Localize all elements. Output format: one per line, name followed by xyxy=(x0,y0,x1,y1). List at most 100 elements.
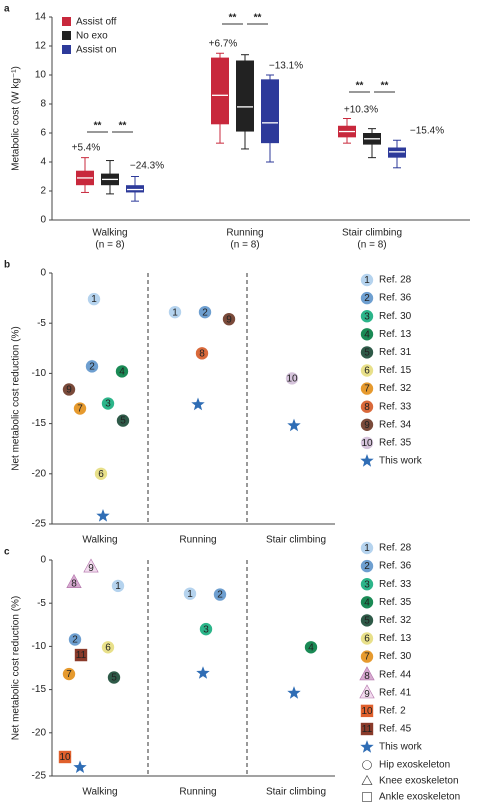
marker xyxy=(222,312,236,326)
legend-label: Ref. 41 xyxy=(379,687,412,698)
y-tick-label: 8 xyxy=(40,99,46,110)
marker-label: 11 xyxy=(76,650,87,661)
marker xyxy=(85,359,99,374)
legend-label: Ref. 33 xyxy=(379,401,412,412)
x-tick-label: Walking xyxy=(92,228,127,239)
legend-swatch xyxy=(360,327,374,342)
y-axis-label: Net metabolic cost reduction (%) xyxy=(11,326,22,471)
marker-label: 4 xyxy=(119,367,125,378)
y-tick-label: -25 xyxy=(32,771,47,782)
legend-label: Ref. 30 xyxy=(379,311,412,322)
marker-label: 4 xyxy=(308,642,314,653)
legend-swatch xyxy=(360,740,374,753)
legend-label: Ref. 33 xyxy=(379,579,412,590)
legend-swatch xyxy=(360,577,374,592)
marker-label: 1 xyxy=(187,589,193,600)
marker xyxy=(87,292,101,306)
y-tick-label: 10 xyxy=(35,70,47,81)
legend-swatch-label: 2 xyxy=(364,561,370,572)
legend-swatch-label: 10 xyxy=(361,438,373,449)
legend-label: Ref. 35 xyxy=(379,597,412,608)
x-tick-label: Stair climbing xyxy=(266,535,326,546)
legend-swatch-label: 4 xyxy=(364,329,370,340)
legend-label: Ref. 2 xyxy=(379,706,406,717)
marker xyxy=(116,413,130,428)
x-tick-label: Stair climbing xyxy=(342,228,402,239)
marker xyxy=(199,622,213,636)
category-note: (n = 8) xyxy=(230,240,259,251)
legend-label: Assist on xyxy=(76,45,117,56)
marker xyxy=(73,760,87,773)
marker-label: 6 xyxy=(98,469,104,480)
marker xyxy=(62,382,76,397)
marker-label: 6 xyxy=(105,642,111,653)
marker xyxy=(168,305,182,319)
panel-letter: a xyxy=(4,4,10,15)
y-axis-label: Net metabolic cost reduction (%) xyxy=(11,596,22,741)
x-tick-label: Running xyxy=(179,535,216,546)
significance: ** xyxy=(356,81,364,92)
legend-swatch-label: 4 xyxy=(364,597,370,608)
marker-label: 2 xyxy=(72,635,78,646)
y-tick-label: 0 xyxy=(40,555,46,566)
marker xyxy=(304,640,318,655)
marker xyxy=(96,509,110,522)
x-tick-label: Walking xyxy=(82,535,117,546)
marker-label: 3 xyxy=(105,399,111,410)
legend-swatch-label: 1 xyxy=(364,275,370,286)
marker xyxy=(66,574,82,588)
y-tick-label: -20 xyxy=(32,727,47,738)
marker xyxy=(285,371,299,386)
legend-swatch xyxy=(62,17,71,26)
x-tick-label: Walking xyxy=(82,787,117,798)
marker-label: 5 xyxy=(120,416,126,427)
legend-label: This work xyxy=(379,742,423,753)
box xyxy=(388,147,406,158)
legend-swatch xyxy=(360,649,374,664)
y-tick-label: -5 xyxy=(37,598,46,609)
legend-swatch xyxy=(360,541,374,555)
legend-label: Ref. 45 xyxy=(379,724,412,735)
marker-label: 9 xyxy=(88,563,94,574)
marker-label: 1 xyxy=(115,581,121,592)
legend-swatch-label: 8 xyxy=(364,402,370,413)
legend-label: Ref. 35 xyxy=(379,438,412,449)
shape-legend-swatch xyxy=(361,774,373,785)
legend-swatch xyxy=(360,436,374,450)
marker-label: 10 xyxy=(59,752,71,763)
annotation: −15.4% xyxy=(410,126,444,137)
legend-label: Assist off xyxy=(76,17,117,28)
box xyxy=(211,57,229,125)
y-tick-label: -10 xyxy=(32,368,47,379)
marker xyxy=(101,640,115,655)
marker xyxy=(287,686,301,699)
legend-swatch xyxy=(360,704,374,718)
legend-label: Ref. 31 xyxy=(379,347,412,358)
legend-swatch-label: 5 xyxy=(364,348,370,359)
legend-swatch-label: 6 xyxy=(364,634,370,645)
legend-swatch xyxy=(360,309,374,324)
marker xyxy=(213,587,227,602)
legend-swatch xyxy=(360,381,374,396)
legend-label: Ref. 34 xyxy=(379,419,412,430)
category-note: (n = 8) xyxy=(95,240,124,251)
legend-swatch-label: 3 xyxy=(364,579,370,590)
y-tick-label: -25 xyxy=(32,519,47,530)
legend-swatch-label: 5 xyxy=(364,616,370,627)
marker-label: 2 xyxy=(89,362,95,373)
marker xyxy=(195,346,209,361)
y-tick-label: 0 xyxy=(40,268,46,279)
y-tick-label: -15 xyxy=(32,684,47,695)
significance: ** xyxy=(229,13,237,24)
shape-legend-label: Hip exoskeleton xyxy=(379,760,450,771)
legend-swatch-label: 9 xyxy=(364,420,370,431)
y-tick-label: 14 xyxy=(35,12,47,23)
legend-swatch xyxy=(360,273,374,287)
marker xyxy=(107,670,121,685)
panel-letter: c xyxy=(4,547,10,558)
y-tick-label: -5 xyxy=(37,318,46,329)
y-tick-label: 12 xyxy=(35,41,47,52)
marker xyxy=(198,305,212,319)
marker-label: 1 xyxy=(91,294,97,305)
